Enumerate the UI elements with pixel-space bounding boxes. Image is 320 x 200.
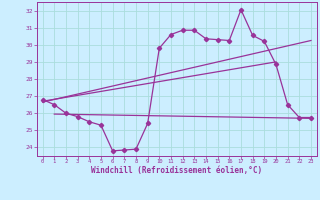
X-axis label: Windchill (Refroidissement éolien,°C): Windchill (Refroidissement éolien,°C) (91, 166, 262, 175)
